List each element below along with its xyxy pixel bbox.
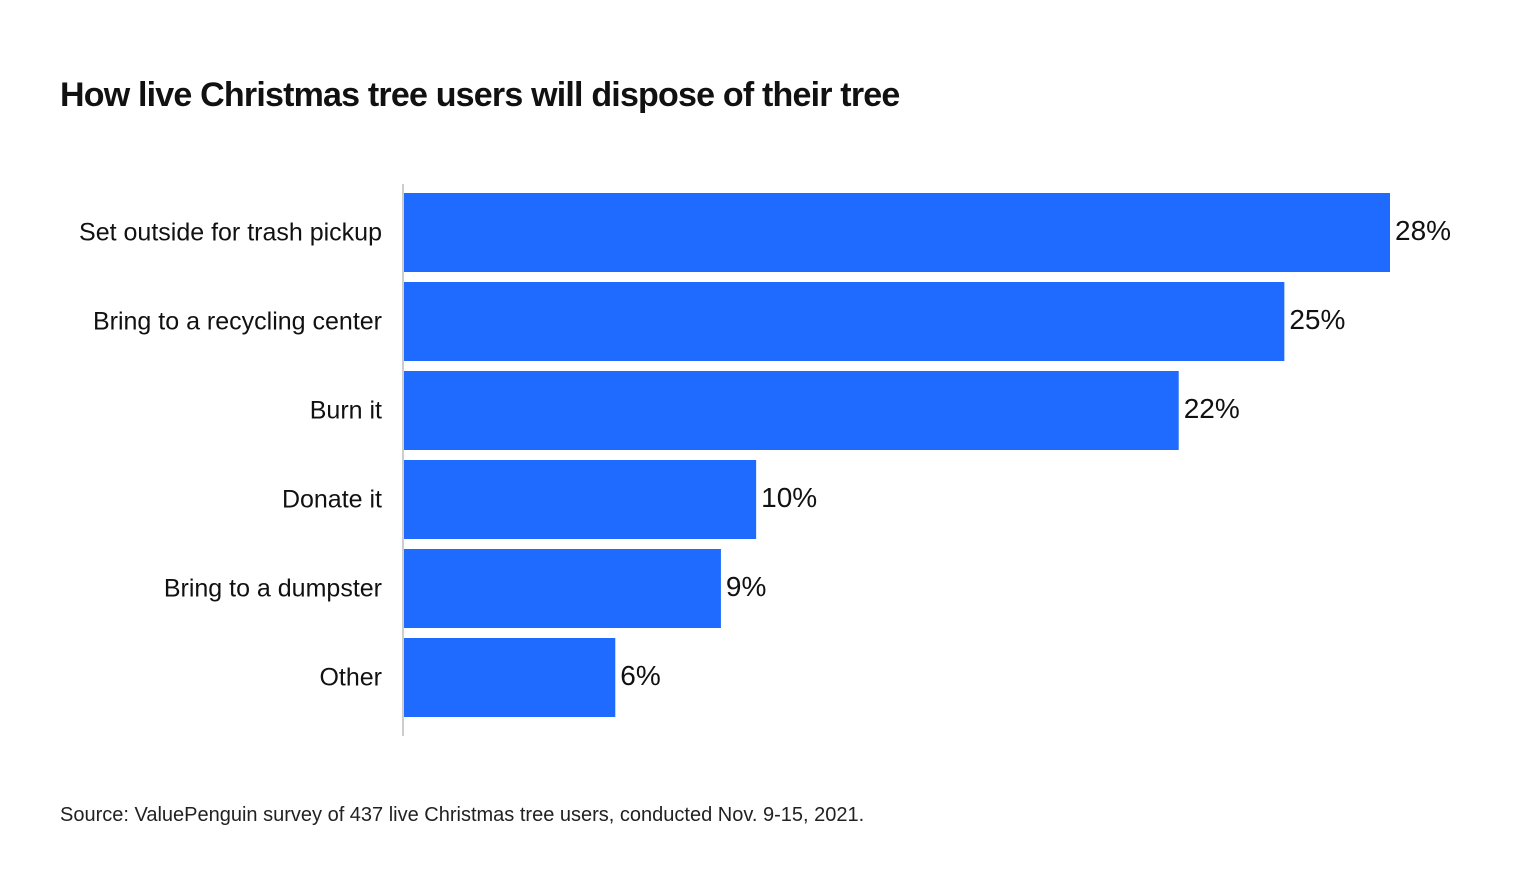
- value-label-2: 22%: [1184, 393, 1240, 424]
- value-label-3: 10%: [761, 482, 817, 513]
- value-label-4: 9%: [726, 571, 766, 602]
- value-label-0: 28%: [1395, 215, 1451, 246]
- category-label-0: Set outside for trash pickup: [79, 219, 382, 247]
- bar-1: [404, 282, 1285, 361]
- chart-title: How live Christmas tree users will dispo…: [60, 76, 900, 114]
- bars-layer: Set outside for trash pickup 28% Bring to …: [79, 193, 1451, 717]
- bar-4: [404, 549, 721, 628]
- category-label-5: Other: [319, 664, 382, 692]
- bar-5: [404, 638, 616, 717]
- value-label-5: 6%: [620, 660, 660, 691]
- category-label-4: Bring to a dumpster: [164, 575, 382, 603]
- value-label-1: 25%: [1289, 304, 1345, 335]
- category-label-2: Burn it: [310, 397, 382, 425]
- bar-3: [404, 460, 757, 539]
- bar-0: [404, 193, 1390, 272]
- category-label-1: Bring to a recycling center: [93, 308, 382, 336]
- source-note: Source: ValuePenguin survey of 437 live …: [60, 804, 865, 826]
- category-label-3: Donate it: [282, 486, 382, 514]
- bar-2: [404, 371, 1179, 450]
